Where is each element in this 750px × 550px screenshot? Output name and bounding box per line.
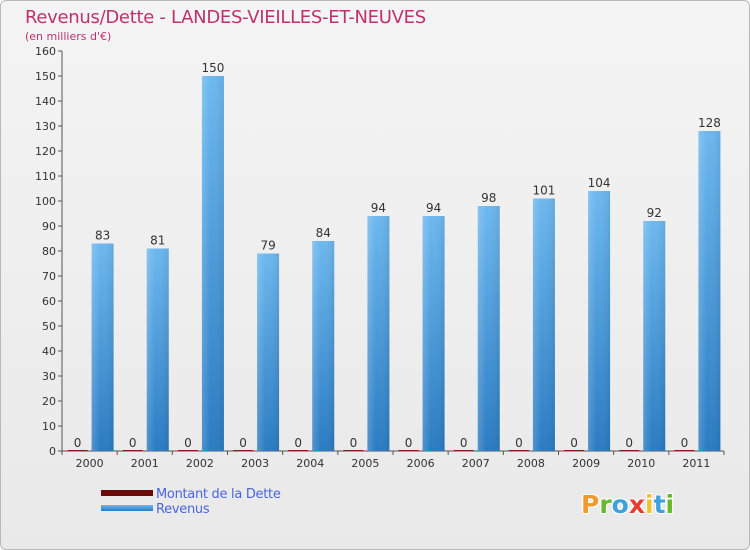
data-label-revenus: 83	[95, 229, 110, 243]
y-tick-label: 110	[35, 170, 56, 183]
data-label-revenus: 79	[260, 239, 275, 253]
logo-letter: x	[628, 490, 645, 519]
bar-dette	[453, 450, 474, 451]
x-tick-label: 2000	[76, 457, 104, 470]
x-tick-label: 2009	[572, 457, 600, 470]
y-tick-label: 130	[35, 120, 56, 133]
x-tick-label: 2001	[131, 457, 159, 470]
bar-revenus-shade	[532, 198, 555, 451]
x-tick-label: 2002	[186, 457, 214, 470]
logo-letter: i	[645, 490, 654, 519]
data-label-dette: 0	[184, 436, 192, 450]
y-tick-label: 40	[42, 345, 56, 358]
bar-chart: 0 10 20 30 40 50 60 70 80 90 100 110 120 130 140 150 160…	[35, 45, 725, 470]
data-label-dette: 0	[460, 436, 468, 450]
x-tick-label: 2006	[407, 457, 435, 470]
data-label-dette: 0	[129, 436, 137, 450]
data-label-dette: 0	[294, 436, 302, 450]
y-tick-label: 60	[42, 295, 56, 308]
data-label-dette: 0	[350, 436, 358, 450]
bar-revenus-shade	[91, 243, 114, 451]
x-tick-label: 2008	[517, 457, 545, 470]
bar-dette	[564, 450, 585, 451]
axes: 0 10 20 30 40 50 60 70 80 90 100 110 120 130 140 150 160…	[35, 45, 725, 470]
bar-revenus-shade	[643, 221, 666, 451]
data-label-revenus: 98	[481, 191, 496, 205]
data-label-revenus: 150	[201, 61, 224, 75]
y-tick-label: 0	[49, 445, 56, 458]
logo-letter: P	[581, 490, 600, 519]
y-tick-label: 80	[42, 245, 56, 258]
data-label-dette: 0	[681, 436, 689, 450]
bar-revenus-shade	[146, 248, 169, 451]
x-tick-label: 2003	[241, 457, 269, 470]
bar-revenus-shade	[698, 131, 721, 451]
x-tick-label: 2011	[682, 457, 710, 470]
proxiti-logo: Proxiti	[581, 490, 674, 519]
bar-revenus-shade	[257, 253, 280, 451]
bar-revenus-shade	[312, 241, 335, 451]
y-tick-label: 70	[42, 270, 56, 283]
data-label-revenus: 101	[532, 184, 555, 198]
bar-revenus-shade	[201, 76, 224, 451]
bar-dette	[674, 450, 695, 451]
legend-label-revenus: Revenus	[156, 502, 210, 517]
data-label-revenus: 128	[698, 116, 721, 130]
data-label-dette: 0	[625, 436, 633, 450]
bar-dette	[122, 450, 143, 451]
data-label-dette: 0	[570, 436, 578, 450]
x-tick-label: 2005	[351, 457, 379, 470]
bar-dette	[233, 450, 254, 451]
x-tick-label: 2010	[627, 457, 655, 470]
bars: 0 83 0 81 0 150 0 79 0 84 0 94 0 94 0 98 0 101 0 104 0 92 0 128	[67, 61, 721, 451]
bar-dette	[343, 450, 364, 451]
logo-letter: i	[665, 490, 675, 519]
y-tick-label: 90	[42, 220, 56, 233]
data-label-revenus: 94	[426, 201, 441, 215]
legend-label-dette: Montant de la Dette	[156, 487, 281, 502]
bar-revenus-shade	[367, 216, 390, 451]
chart-subtitle: (en milliers d'€)	[25, 30, 112, 43]
bar-dette	[398, 450, 419, 451]
chart-title: Revenus/Dette - LANDES-VIEILLES-ET-NEUVE…	[25, 7, 426, 28]
legend-swatch-dette	[101, 490, 153, 496]
logo-letter: t	[653, 490, 666, 519]
y-tick-label: 30	[42, 370, 56, 383]
bar-dette	[288, 450, 309, 451]
x-tick-label: 2004	[296, 457, 324, 470]
y-tick-label: 100	[35, 195, 56, 208]
x-tick-label: 2007	[462, 457, 490, 470]
y-tick-label: 50	[42, 320, 56, 333]
logo-letter: r	[599, 490, 612, 519]
bar-dette	[619, 450, 640, 451]
y-tick-label: 150	[35, 70, 56, 83]
bar-revenus-shade	[477, 206, 500, 451]
data-label-dette: 0	[74, 436, 82, 450]
data-label-revenus: 84	[316, 226, 331, 240]
bar-revenus-shade	[588, 191, 611, 451]
bar-dette	[67, 450, 88, 451]
bar-dette	[508, 450, 529, 451]
y-tick-label: 10	[42, 420, 56, 433]
y-tick-label: 140	[35, 95, 56, 108]
bar-revenus-shade	[422, 216, 445, 451]
legend-swatch-revenus	[101, 505, 153, 511]
y-tick-label: 20	[42, 395, 56, 408]
data-label-dette: 0	[239, 436, 247, 450]
data-label-revenus: 104	[588, 176, 611, 190]
logo-letter: o	[611, 490, 629, 519]
data-label-revenus: 92	[647, 206, 662, 220]
data-label-revenus: 94	[371, 201, 386, 215]
y-tick-label: 120	[35, 145, 56, 158]
y-tick-label: 160	[35, 45, 56, 58]
bar-dette	[177, 450, 198, 451]
data-label-dette: 0	[515, 436, 523, 450]
data-label-dette: 0	[405, 436, 413, 450]
data-label-revenus: 81	[150, 234, 165, 248]
